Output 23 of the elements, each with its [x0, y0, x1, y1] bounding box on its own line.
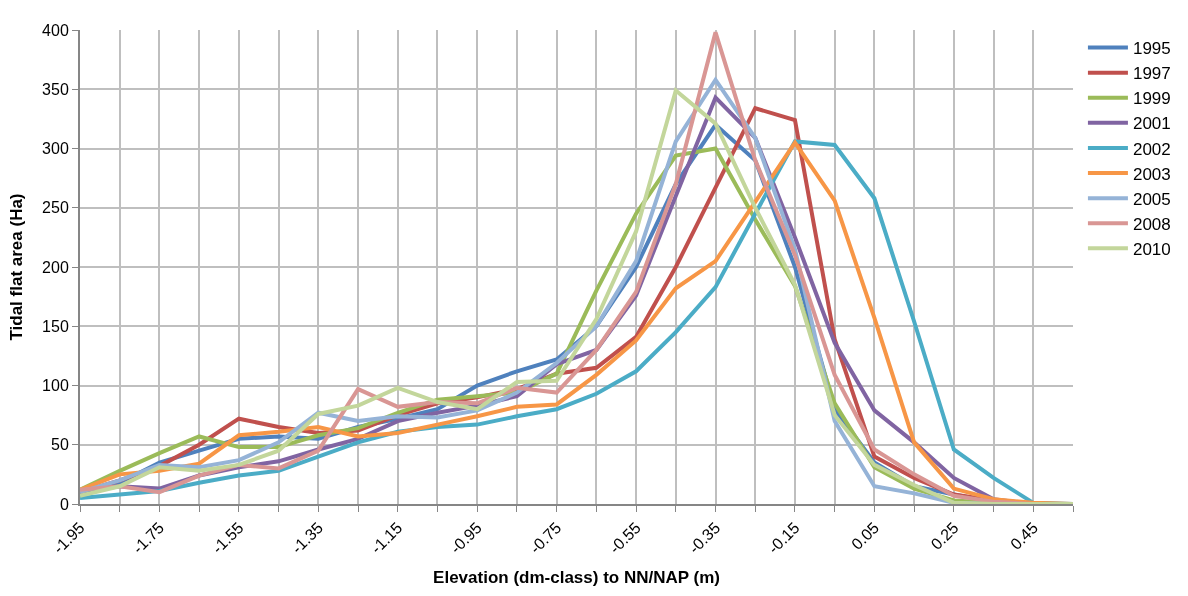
y-tick-label: 150 [42, 317, 69, 335]
legend-label: 2008 [1132, 214, 1171, 234]
x-tick-label: 0.05 [848, 518, 883, 553]
y-tick-label: 350 [42, 80, 69, 98]
legend-label: 2010 [1132, 239, 1171, 259]
legend-label: 2003 [1132, 164, 1171, 184]
legend-label: 2005 [1132, 189, 1171, 209]
x-tick-label: 0.45 [1007, 518, 1042, 553]
legend-label: 2001 [1132, 114, 1171, 134]
y-tick-label: 50 [51, 436, 69, 454]
x-axis-title: Elevation (dm-class) to NN/NAP (m) [433, 567, 720, 587]
legend-label: 1997 [1132, 64, 1171, 84]
x-tick-label: 0.25 [927, 518, 962, 553]
y-tick-label: 400 [42, 21, 69, 39]
y-axis-title: Tidal flat area (Ha) [7, 193, 27, 341]
legend-label: 1999 [1132, 89, 1171, 109]
y-tick-label: 250 [42, 199, 69, 217]
legend-label: 1995 [1132, 39, 1171, 59]
y-tick-label: 100 [42, 377, 69, 395]
y-tick-label: 300 [42, 140, 69, 158]
y-tick-label: 200 [42, 258, 69, 276]
y-tick-label: 0 [59, 495, 69, 513]
legend-label: 2002 [1132, 139, 1171, 159]
